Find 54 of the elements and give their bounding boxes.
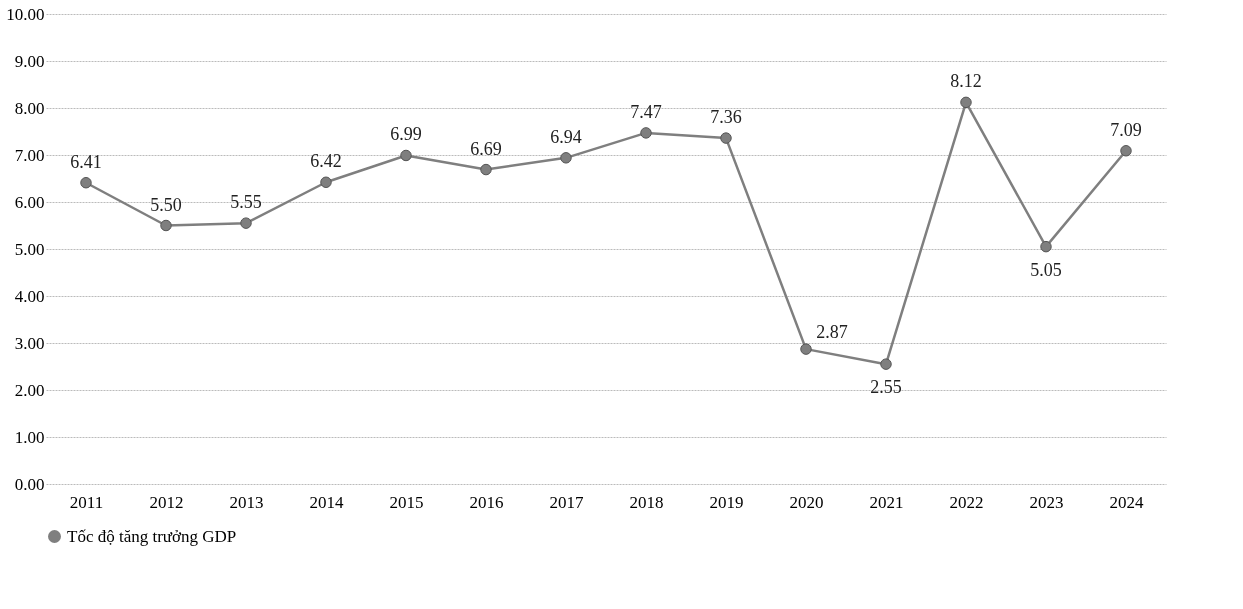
point [240, 217, 252, 229]
x-tick-label: 2022 [949, 492, 984, 512]
y-tick-label: 7.00 [14, 145, 45, 165]
x-tick-label: 2021 [869, 492, 904, 512]
point [880, 358, 892, 370]
text: 7.09 [1110, 119, 1142, 140]
point [80, 177, 92, 189]
x-tick-label: 2011 [69, 492, 104, 512]
x-tick-label: 2024 [1109, 492, 1144, 512]
x-tick-label: 2023 [1029, 492, 1064, 512]
y-tick-label: 2.00 [14, 380, 45, 400]
text: 7.47 [630, 101, 662, 122]
point [400, 149, 412, 162]
y-tick-label: 1.00 [14, 427, 45, 447]
legend-label: Tốc độ tăng trưởng GDP [67, 526, 237, 546]
x-tick-label: 2012 [149, 492, 184, 512]
y-tick-label: 3.00 [14, 333, 45, 353]
y-tick-label: 4.00 [14, 286, 45, 306]
point [960, 96, 972, 109]
text: 7.36 [710, 107, 742, 128]
x-tick-label: 2018 [629, 492, 664, 512]
point [320, 176, 332, 188]
text: 8.12 [950, 71, 982, 92]
x-tick-label: 2014 [309, 492, 344, 512]
text: 6.42 [310, 151, 342, 172]
text: 6.94 [550, 126, 582, 147]
x-tick-label: 2015 [389, 492, 424, 512]
point [1120, 145, 1132, 157]
point [160, 219, 172, 232]
y-tick-label: 10.00 [6, 4, 45, 24]
point [800, 343, 812, 355]
text: 6.99 [390, 124, 422, 145]
text: 5.55 [230, 192, 262, 213]
text: 6.41 [70, 151, 102, 172]
point [640, 127, 652, 139]
point [560, 152, 572, 164]
x-tick-label: 2020 [789, 492, 824, 512]
point [720, 132, 732, 144]
text: 5.05 [1030, 259, 1062, 280]
text: 5.50 [150, 194, 182, 215]
point [1040, 240, 1052, 253]
x-tick-label: 2017 [549, 492, 584, 512]
y-tick-label: 5.00 [14, 239, 45, 259]
text: 2.87 [816, 322, 848, 343]
point [480, 163, 492, 176]
x-tick-label: 2013 [229, 492, 264, 512]
y-tick-label: 8.00 [14, 98, 45, 118]
y-tick-label: 9.00 [14, 51, 45, 71]
text: 2.55 [870, 377, 902, 398]
y-tick-label: 0.00 [14, 474, 45, 494]
x-tick-label: 2016 [469, 492, 504, 512]
x-tick-label: 2019 [709, 492, 744, 512]
text: 6.69 [470, 138, 502, 159]
y-tick-label: 6.00 [14, 192, 45, 212]
